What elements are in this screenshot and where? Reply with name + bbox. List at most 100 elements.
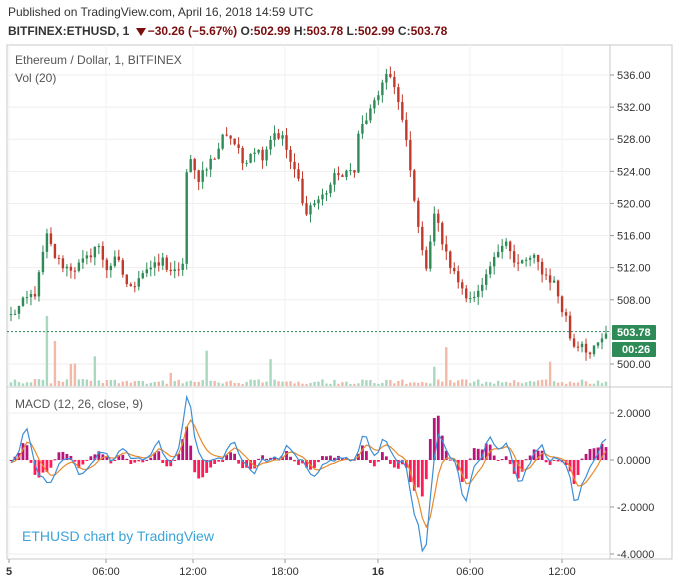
candle-timer-text: 00:26 [622,344,650,356]
volume-bar [536,380,540,386]
candle-body [401,101,404,120]
macd-histogram-bar [420,460,424,497]
candle-body [381,82,384,96]
volume-bar [572,382,576,386]
macd-histogram-bar [293,460,296,462]
candle-body [261,149,264,161]
volume-bar [285,381,288,386]
candle-body [205,169,208,171]
volume-bar [393,383,396,386]
macd-histogram-bar [133,460,137,463]
volume-bar [121,381,125,386]
macd-histogram-bar [21,443,25,460]
macd-histogram-bar [404,460,408,468]
candle-body [461,282,464,289]
candle-body [385,73,388,83]
volume-bar [465,379,468,386]
volume-bar [449,380,452,386]
macd-histogram-bar [412,460,416,491]
candle-body [245,162,248,164]
candle-body [169,269,172,272]
volume-bar [488,382,492,386]
candle-body [121,260,125,275]
macd-histogram-bar [205,460,209,473]
volume-bar [161,380,164,386]
volume-bar [305,383,308,386]
volume-bar [576,382,580,386]
volume-bar [309,382,312,386]
candle-body [293,161,296,170]
candle-body [309,205,312,215]
macd-histogram-bar [460,460,464,482]
volume-bar [556,382,560,386]
volume-bar [53,341,57,386]
volume-bar [193,381,196,386]
candle-body [532,254,536,258]
macd-histogram-bar [117,455,121,460]
volume-bar [105,380,109,386]
volume-bar [253,379,256,386]
volume-bar [596,380,600,386]
volume-bar [516,382,520,386]
candle-body [592,345,596,355]
candle-body [213,158,216,160]
candle-body [389,73,392,77]
candle-body [357,133,360,173]
volume-bar [397,380,400,386]
volume-bar [349,383,352,386]
volume-bar [333,379,336,386]
candle-body [73,270,77,272]
candle-body [488,266,492,275]
macd-histogram-bar [388,460,392,464]
candle-body [97,246,101,248]
macd-histogram-bar [61,451,65,460]
volume-bar [93,356,97,386]
volume-bar [153,381,156,386]
candle-body [61,258,65,269]
macd-histogram-bar [173,460,177,461]
volume-bar [437,379,440,386]
macd-legend: MACD (12, 26, close, 9) [15,397,143,411]
volume-bar [209,380,212,386]
volume-bar [101,382,105,386]
macd-signal-line [10,418,607,529]
volume-bar [544,379,548,386]
macd-histogram-bar [145,459,149,461]
macd-histogram-bar [468,458,472,460]
candle-body [496,251,500,257]
volume-bar [433,366,436,386]
candle-body [588,352,592,355]
volume-bar [181,383,184,386]
macd-histogram-bar [233,453,237,460]
volume-bar [273,379,276,386]
candle-body [69,266,73,271]
price-legend-title: Ethereum / Dollar, 1, BITFINEX [15,53,182,67]
volume-bar [177,379,180,386]
volume-bar [277,381,280,386]
macd-histogram-bar [604,447,608,460]
candle-body [273,133,276,140]
macd-histogram-bar [392,460,396,468]
macd-histogram-bar [432,418,436,460]
macd-histogram-bar [305,460,308,468]
candle-body [341,175,344,177]
macd-histogram-bar [177,453,181,460]
volume-bar [469,383,472,386]
macd-histogram-bar [97,451,101,460]
macd-histogram-bar [480,449,484,460]
candle-body [353,170,356,173]
candle-body [77,262,81,271]
macd-histogram-bar [253,460,256,469]
volume-bar [37,379,41,386]
volume-bar [289,381,292,386]
volume-bar [113,379,117,386]
macd-histogram-bar [297,460,300,465]
low-value: 502.99 [357,24,395,38]
candle-body [277,133,280,139]
volume-bar [560,382,564,386]
volume-bars [9,316,608,386]
candle-body [481,284,484,291]
candle-body [25,297,29,299]
macd-tick-label: 2.0000 [617,408,651,420]
